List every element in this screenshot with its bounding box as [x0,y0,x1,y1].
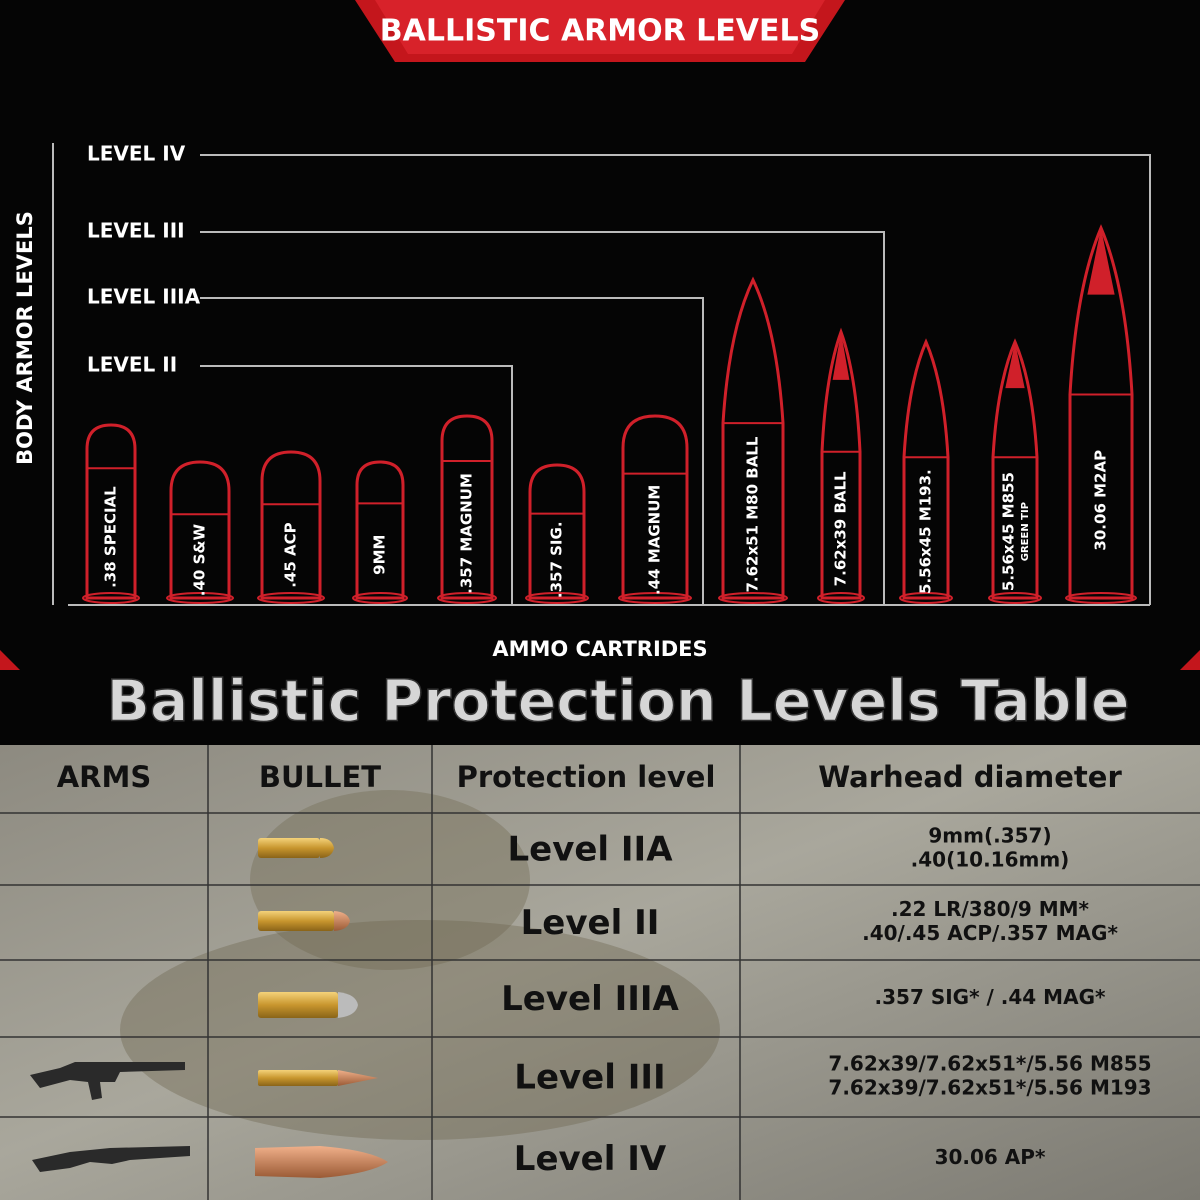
cartridge-rim [525,592,589,604]
warhead-diameter: .40/.45 ACP/.357 MAG* [862,921,1118,945]
x-axis-label: AMMO CARTRIDES [492,637,707,661]
cartridge-outline [85,423,137,600]
column-header: BULLET [259,760,381,794]
cartridge-rim [718,592,788,604]
cartridge-label: .357 MAGNUM [458,473,476,594]
warhead-diameter: .40(10.16mm) [911,848,1070,872]
bullet-icon [258,992,338,1018]
cartridge-label: 5.56x45 M855 [1000,472,1018,591]
cartridge-label: 5.56x45 M193. [917,469,935,594]
corner-accent [1180,650,1200,670]
warhead-diameter: .357 SIG* / .44 MAG* [875,985,1106,1009]
cartridge-label: .357 SIG. [548,521,566,598]
cartridge-outline [528,463,586,600]
level-bracket [200,365,513,605]
warhead-diameter: .22 LR/380/9 MM* [891,897,1090,921]
bullet-icon [334,911,350,931]
bullet-icon [258,911,334,931]
protection-level: Level IIIA [501,979,679,1019]
column-header: Protection level [457,760,716,794]
protection-level: Level II [521,903,660,943]
cartridge-rim [166,592,234,604]
level-label: LEVEL II [87,353,177,377]
cartridge-tip [1087,228,1115,295]
column-header: ARMS [57,760,152,794]
protection-level: Level IV [514,1139,667,1179]
table-title: Ballistic Protection Levels Table [106,669,1129,735]
level-bracket [200,231,885,605]
protection-level: Level IIA [507,830,673,870]
level-bracket [200,154,1151,605]
bullet-icon [338,1070,378,1086]
bullet-icon [258,838,320,858]
bullet-icon [338,992,358,1018]
header-title: BALLISTIC ARMOR LEVELS [380,14,820,49]
cartridge-outline [440,414,494,600]
level-label: LEVEL IV [87,142,186,166]
cartridge-rim [257,592,325,604]
gun-icon [30,1062,190,1172]
rifle-shape [30,1062,185,1100]
table-bullets [255,838,388,1178]
cartridge-rim [899,592,953,604]
warhead-diameter: 7.62x39/7.62x51*/5.56 M193 [828,1076,1151,1100]
cartridge-outline [169,460,231,600]
cartridge-outline [621,414,689,600]
cartridge-rim [618,592,692,604]
cartridge-rim [352,592,408,604]
cartridge-label: .40 S&W [191,524,209,597]
level-bracket [200,297,704,605]
level-label: LEVEL III [87,219,185,243]
warhead-diameter: 7.62x39/7.62x51*/5.56 M855 [828,1052,1151,1076]
bullet-icon [255,1146,388,1178]
cartridge-outline [991,338,1039,600]
cartridge-label: .38 SPECIAL [102,486,120,588]
table: ARMS BULLET Protection level Warhead diamet… [0,745,1200,1200]
cartridge-label: .44 MAGNUM [646,485,664,595]
cartridge-outline [355,460,405,600]
shotgun-shape [32,1146,190,1172]
protection-level: Level III [514,1058,665,1098]
cartridge-rim [82,592,140,604]
cartridge-label: 30.06 M2AP [1092,450,1110,551]
header-band-inner [375,0,825,54]
y-axis-label: BODY ARMOR LEVELS [13,211,37,465]
cartridge-rim [1065,592,1137,604]
corner-accent [0,650,20,670]
cartridge-tip [1005,342,1025,389]
cartridge-label: 7.62x39 BALL [832,471,850,586]
level-label: LEVEL IIIA [87,285,201,309]
cartridge-sublabel: GREEN TIP [1020,502,1031,561]
cartridge-outline [902,338,950,600]
table-background [0,745,1200,1200]
cartridge-rim [988,592,1042,604]
cartridge-label: 7.62x51 M80 BALL [744,436,762,592]
title-band [0,680,1200,745]
level-brackets: LEVEL IV LEVEL III LEVEL IIIA LEVEL II [87,142,1151,605]
cartridge-label: .45 ACP [282,522,300,587]
bullet-icon [320,838,334,858]
cartridges: .38 SPECIAL .40 S&W .45 ACP 9MM .357 MAGNUM.… [82,224,1137,604]
cartridge-rim [437,592,497,604]
column-header: Warhead diameter [818,760,1122,794]
cartridge-label: 9MM [371,535,389,575]
cartridge-outline [260,450,322,600]
warhead-diameter: 9mm(.357) [928,824,1051,848]
cartridge-rim [817,592,865,604]
cartridge-outline [721,276,785,600]
top-background [0,0,1200,745]
photo-shade [120,920,720,1140]
cartridge-tip [832,332,850,380]
cartridge-outline [1068,224,1134,600]
cartridge-outline [820,327,862,600]
warhead-diameter: 30.06 AP* [935,1145,1046,1169]
bullet-icon [258,1070,338,1086]
